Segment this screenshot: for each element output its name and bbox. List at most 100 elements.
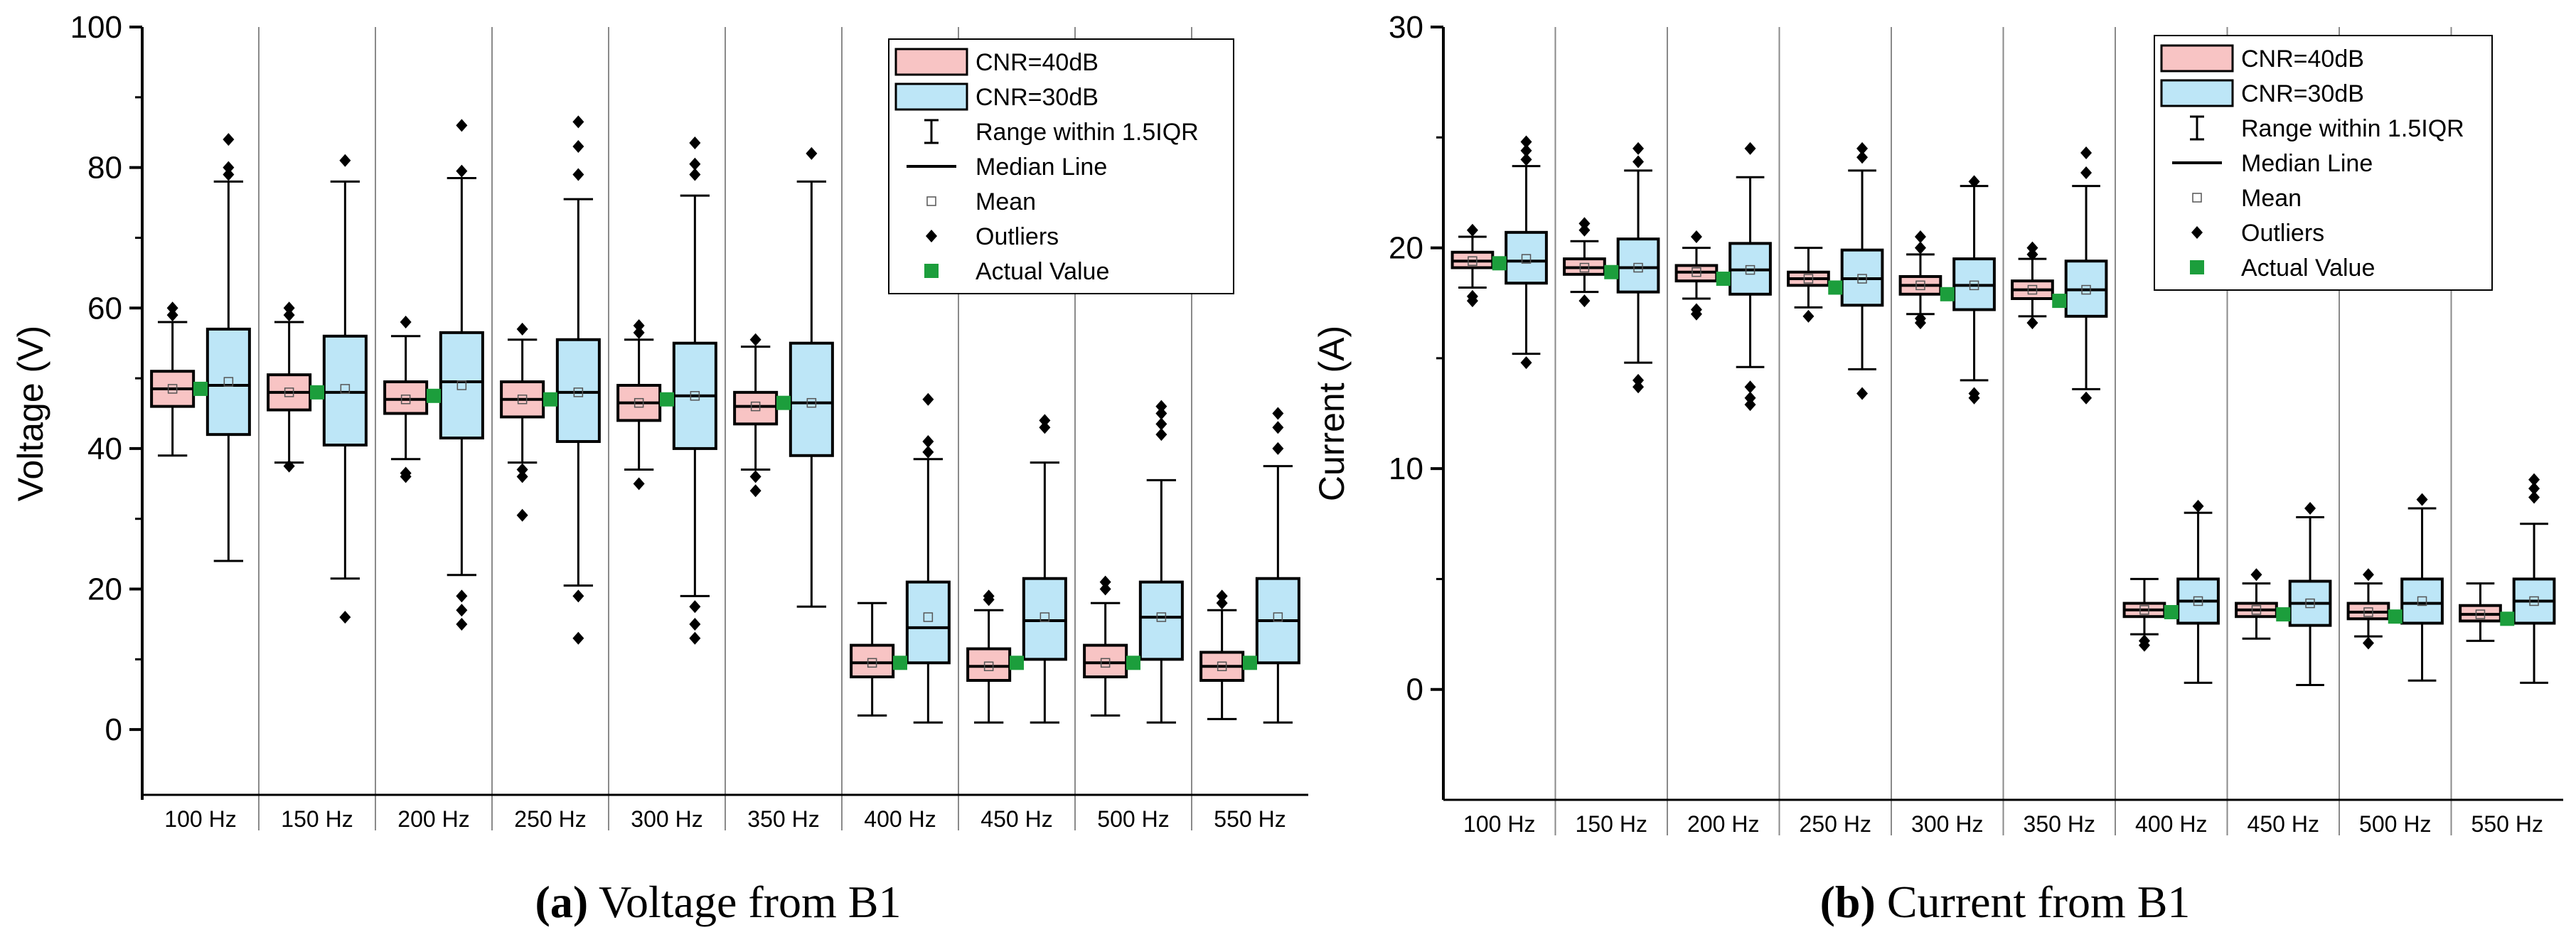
outlier-point [2026, 241, 2038, 255]
iqr-box [555, 338, 601, 444]
actual-value-marker [660, 392, 674, 407]
box-cnr30 [905, 392, 951, 724]
x-tick-label: 200 Hz [397, 806, 469, 832]
mean-marker [1521, 254, 1532, 264]
x-tick-label: 500 Hz [1097, 806, 1169, 832]
outlier-point [1272, 442, 1284, 455]
x-tick-label: 300 Hz [631, 806, 702, 832]
box-cnr40 [616, 319, 662, 491]
mean-marker [400, 394, 411, 405]
legend-label: Range within 1.5IQR [2241, 115, 2464, 142]
outlier-point [283, 301, 295, 315]
mean-marker [2251, 605, 2262, 615]
iqr-box [2400, 577, 2444, 625]
legend: CNR=40dB CNR=30dB Range within 1.5IQR Media… [2154, 35, 2493, 291]
box-cnr40 [966, 589, 1012, 724]
mean-marker [1579, 262, 1590, 273]
legend-swatch-cnr40 [894, 48, 968, 76]
actual-value-marker [1010, 656, 1024, 670]
mean-marker [1745, 264, 1755, 275]
mean-marker [634, 397, 644, 408]
outlier-point [1216, 589, 1228, 603]
outlier-point [1520, 356, 1532, 370]
legend-label: Mean [976, 188, 1036, 215]
legend-label: Outliers [976, 223, 1059, 250]
y-tick-label: 60 [87, 291, 122, 326]
legend-label: CNR=40dB [976, 49, 1099, 76]
legend-swatch-cnr30 [2160, 79, 2234, 107]
caption-text: Voltage from B1 [588, 877, 901, 927]
iqr-box [850, 643, 895, 679]
outlier-point [1744, 398, 1756, 412]
iqr-box [205, 327, 251, 437]
mean-marker [750, 401, 761, 412]
iqr-box [322, 334, 368, 446]
box-cnr30 [2064, 146, 2108, 405]
caption-label: (b) [1820, 877, 1876, 927]
box-cnr30 [1728, 141, 1772, 412]
actual-value-marker [2164, 605, 2179, 620]
mean-marker [867, 658, 877, 668]
mean-marker [1803, 274, 1814, 284]
outlier-point [2138, 638, 2150, 652]
outlier-point [1856, 387, 1869, 400]
legend-label: Actual Value [2241, 255, 2375, 282]
outlier-point [2250, 568, 2262, 582]
mean-marker [2529, 596, 2539, 606]
mean-marker [2027, 284, 2038, 295]
iqr-box [1616, 237, 1660, 294]
box-cnr30 [555, 115, 601, 645]
mean-marker [2081, 284, 2091, 295]
iqr-box [789, 341, 834, 457]
box-cnr40 [2011, 241, 2054, 330]
outlier-point [1744, 391, 1756, 405]
iqr-box [383, 380, 429, 415]
outlier-point [339, 154, 351, 167]
outlier-point [1155, 400, 1167, 413]
box-cnr30 [2288, 502, 2332, 687]
outlier-point [922, 445, 934, 459]
y-tick-label: 80 [87, 151, 122, 186]
actual-value-marker [2500, 611, 2515, 626]
iqr-box [1083, 643, 1128, 679]
outlier-point [689, 631, 701, 645]
outlier-point [2080, 166, 2093, 179]
x-tick-label: 550 Hz [1214, 806, 1286, 832]
legend: CNR=40dB CNR=30dB Range within 1.5IQR Media… [888, 38, 1234, 294]
y-tick-label: 20 [1389, 231, 1423, 266]
box-cnr40 [1563, 217, 1606, 308]
outlier-point [1155, 407, 1167, 420]
legend-mean-icon [2192, 193, 2202, 203]
box-cnr40 [383, 316, 429, 483]
outlier-point [516, 508, 528, 522]
outlier-point [339, 611, 351, 624]
box-cnr40 [2122, 577, 2166, 652]
outlier-point [689, 168, 701, 181]
y-tick-label: 0 [105, 712, 122, 747]
box-cnr30 [1138, 400, 1184, 724]
outlier-point [1744, 380, 1756, 394]
legend-label: Median Line [2241, 150, 2373, 177]
outlier-point [400, 470, 412, 483]
box-cnr30 [1616, 141, 1660, 394]
caption: (a) Voltage from B1 [535, 877, 902, 927]
outlier-point [922, 435, 934, 449]
outlier-point [223, 133, 235, 146]
x-tick-label: 450 Hz [2248, 811, 2319, 837]
legend-outlier-icon [2191, 226, 2203, 239]
outlier-point [1632, 155, 1645, 168]
legend-outlier-icon [926, 230, 937, 242]
mean-marker [284, 387, 294, 397]
mean-marker [983, 661, 994, 671]
legend-label: Mean [2241, 185, 2302, 212]
outlier-point [2026, 247, 2038, 261]
x-tick-label: 350 Hz [747, 806, 819, 832]
mean-marker [456, 380, 467, 390]
outlier-point [633, 326, 645, 339]
outlier-point [2304, 502, 2316, 515]
x-tick-label: 350 Hz [2024, 811, 2095, 837]
outlier-point [223, 161, 235, 174]
box-cnr40 [1450, 223, 1495, 308]
outlier-point [1856, 151, 1869, 164]
outlier-point [2528, 473, 2540, 486]
